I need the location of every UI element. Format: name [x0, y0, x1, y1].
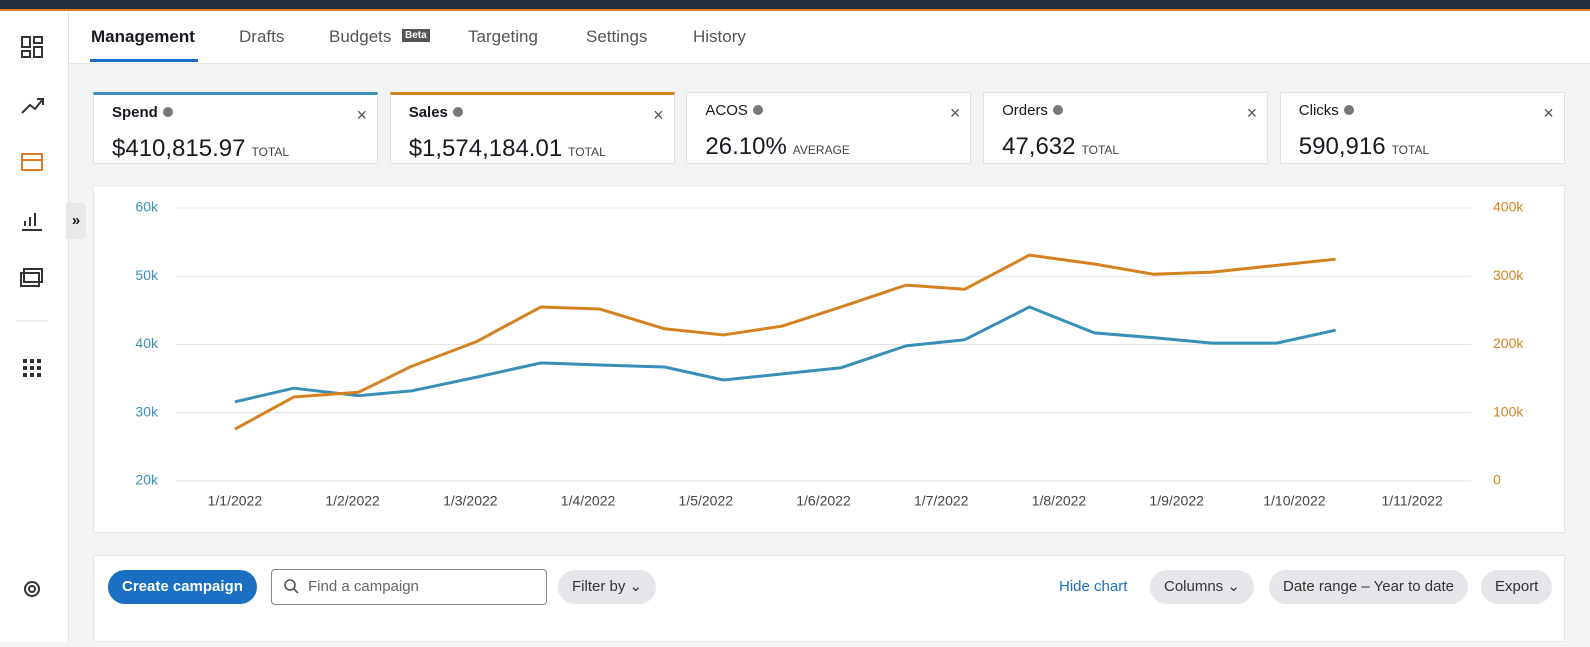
- expand-toggle[interactable]: »: [66, 203, 86, 239]
- filter-button[interactable]: Filter by ⌄: [558, 570, 657, 604]
- x-tick-label: 1/1/2022: [208, 493, 263, 509]
- tab-underline: [90, 59, 198, 62]
- x-tick-label: 1/8/2022: [1032, 493, 1087, 509]
- close-icon[interactable]: ×: [1246, 103, 1258, 123]
- x-tick-label: 1/10/2022: [1263, 493, 1325, 509]
- columns-label: Columns: [1164, 578, 1224, 595]
- columns-button[interactable]: Columns ⌄: [1150, 570, 1254, 604]
- create-button[interactable]: Create campaign: [108, 570, 257, 604]
- y-tick-label: 40k: [135, 335, 159, 351]
- metric-name: Clicks: [1298, 102, 1339, 119]
- tab[interactable]: Management: [91, 27, 195, 46]
- y2-tick-label: 300k: [1493, 267, 1524, 283]
- export-button[interactable]: Export: [1481, 570, 1553, 604]
- metric-qualifier: AVERAGE: [792, 143, 850, 157]
- sidebar-icons: [16, 36, 48, 597]
- y2-tick-label: 400k: [1493, 199, 1524, 215]
- metric-card[interactable]: Clicks × 590,916 TOTAL: [1279, 92, 1565, 164]
- metric-qualifier: TOTAL: [1391, 143, 1430, 157]
- y2-tick-label: 100k: [1493, 403, 1524, 419]
- metric-value-row: 26.10% AVERAGE: [705, 133, 850, 161]
- metric-card[interactable]: Spend × $410,815.97 TOTAL: [93, 92, 378, 164]
- search-icon: [284, 579, 299, 594]
- y-tick-label: 30k: [135, 403, 159, 419]
- search-placeholder: Find a campaign: [308, 578, 419, 595]
- metric-qualifier: TOTAL: [251, 145, 290, 159]
- close-icon[interactable]: ×: [1543, 103, 1554, 123]
- x-tick-label: 1/2/2022: [325, 493, 380, 509]
- y-tick-label: 50k: [135, 267, 159, 283]
- metric-value-row: $410,815.97 TOTAL: [112, 135, 289, 163]
- series-line: [234, 253, 1336, 431]
- tab-bar: Management Drafts Budgets Beta Targeting Sett…: [69, 11, 1590, 64]
- metric-card[interactable]: Sales × $1,574,184.01 TOTAL: [389, 92, 675, 164]
- metric-name: Sales: [408, 104, 448, 121]
- x-tick-label: 1/7/2022: [914, 493, 969, 509]
- beta-badge: Beta: [402, 29, 430, 42]
- metric-label: Orders: [1002, 102, 1063, 119]
- date-range-button[interactable]: Date range – Year to date: [1269, 570, 1468, 604]
- x-tick-label: 1/11/2022: [1382, 493, 1443, 509]
- close-icon[interactable]: ×: [949, 103, 961, 123]
- chart: 20k 30k 40k 50k 60k 0 100k 200k 300k 400k 1/1/2022…: [135, 199, 1524, 509]
- tab[interactable]: Settings: [586, 27, 648, 46]
- info-icon: [452, 107, 463, 117]
- metric-label: ACOS: [705, 102, 763, 119]
- tab[interactable]: History: [693, 27, 746, 46]
- metric-card[interactable]: ACOS × 26.10% AVERAGE: [686, 92, 972, 164]
- toolbar: Create campaign Find a campaign Filter b…: [93, 555, 1565, 642]
- info-icon: [752, 105, 763, 115]
- tab[interactable]: Budgets: [329, 27, 392, 46]
- metric-value: 47,632: [1002, 133, 1076, 160]
- series-line: [234, 305, 1336, 404]
- metric-label: Sales: [409, 104, 463, 121]
- y-tick-label: 60k: [135, 199, 159, 215]
- x-tick-label: 1/3/2022: [443, 493, 498, 509]
- metric-value-row: 590,916 TOTAL: [1299, 133, 1429, 161]
- tab[interactable]: Drafts: [239, 27, 285, 46]
- metric-value-row: 47,632 TOTAL: [1002, 133, 1119, 161]
- search-box[interactable]: Find a campaign: [271, 569, 547, 605]
- x-tick-label: 1/4/2022: [561, 493, 616, 509]
- metric-name: ACOS: [705, 102, 748, 119]
- hide-chart-link[interactable]: Hide chart: [1059, 578, 1128, 595]
- chart-panel: 20k 30k 40k 50k 60k 0 100k 200k 300k 400k 1/1/2022…: [93, 185, 1565, 533]
- filter-label: Filter by: [572, 578, 626, 595]
- metric-qualifier: TOTAL: [1081, 143, 1120, 157]
- metric-value: $410,815.97: [112, 135, 246, 162]
- tab[interactable]: Targeting: [468, 27, 538, 46]
- y2-tick-label: 0: [1493, 472, 1501, 488]
- metric-value: 590,916: [1298, 133, 1386, 160]
- metric-value: 26.10%: [705, 133, 787, 160]
- info-icon: [1052, 105, 1063, 115]
- metric-name: Orders: [1002, 102, 1048, 119]
- metric-card[interactable]: Orders × 47,632 TOTAL: [983, 92, 1269, 164]
- info-icon: [162, 107, 173, 117]
- metric-qualifier: TOTAL: [568, 145, 606, 159]
- metric-label: Clicks: [1299, 102, 1354, 119]
- sidebar: [0, 11, 69, 642]
- x-tick-label: 1/9/2022: [1149, 493, 1204, 509]
- metric-label: Spend: [112, 104, 173, 121]
- info-icon: [1343, 105, 1354, 115]
- y-tick-label: 20k: [135, 472, 159, 488]
- x-tick-label: 1/5/2022: [679, 493, 734, 509]
- close-icon[interactable]: ×: [653, 105, 664, 125]
- x-tick-label: 1/6/2022: [796, 493, 851, 509]
- metric-name: Spend: [112, 104, 158, 121]
- close-icon[interactable]: ×: [356, 105, 367, 125]
- top-bar: [0, 0, 1590, 11]
- y2-tick-label: 200k: [1493, 335, 1524, 351]
- metric-value-row: $1,574,184.01 TOTAL: [409, 135, 606, 163]
- metric-value: $1,574,184.01: [408, 135, 563, 162]
